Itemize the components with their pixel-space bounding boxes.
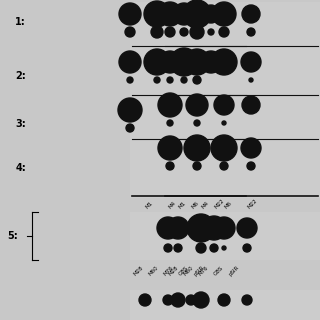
Circle shape [241,138,261,158]
Circle shape [194,120,200,126]
Text: 5:: 5: [7,231,18,241]
Bar [163,2,320,198]
Circle shape [212,2,236,26]
Circle shape [184,135,210,161]
Text: M60: M60 [183,265,195,277]
Text: pSIR: pSIR [228,265,240,277]
Circle shape [222,246,226,250]
Circle shape [180,28,188,36]
Text: M4: M4 [201,201,210,210]
Circle shape [210,244,218,252]
Circle shape [158,93,182,117]
Circle shape [139,294,151,306]
Text: M22: M22 [214,198,226,210]
Circle shape [242,5,260,23]
Bar [130,290,248,320]
Circle shape [193,292,209,308]
Circle shape [193,76,201,84]
Circle shape [196,243,206,253]
Circle shape [241,52,261,72]
Circle shape [167,217,189,239]
Circle shape [190,25,204,39]
Circle shape [164,244,172,252]
Bar [130,2,248,198]
Text: M6: M6 [224,201,233,210]
Circle shape [242,96,260,114]
Text: M76: M76 [198,265,210,277]
Text: M28: M28 [133,265,145,277]
Text: M22: M22 [247,198,259,210]
Text: 1:: 1: [15,17,26,27]
Text: 3:: 3: [15,119,26,129]
Circle shape [214,95,234,115]
Text: M28: M28 [168,265,180,277]
Circle shape [127,77,133,83]
Circle shape [119,3,141,25]
Circle shape [237,218,257,238]
Text: pSIR: pSIR [193,265,205,277]
Circle shape [158,2,182,26]
Circle shape [187,214,215,242]
Text: 4:: 4: [15,163,26,173]
Circle shape [159,51,181,73]
Bar [130,212,248,260]
Circle shape [220,162,228,170]
Circle shape [165,27,175,37]
Text: 2:: 2: [15,71,26,81]
Circle shape [186,295,196,305]
Circle shape [154,77,160,83]
Text: GBS: GBS [178,265,189,276]
Circle shape [126,124,134,132]
Circle shape [213,217,235,239]
Circle shape [158,136,182,160]
Circle shape [119,51,141,73]
Bar [163,290,320,320]
Circle shape [163,295,173,305]
Text: GBS: GBS [213,265,225,276]
Circle shape [202,5,220,23]
Circle shape [166,162,174,170]
Text: M6: M6 [191,201,200,210]
Circle shape [118,98,142,122]
Text: M4: M4 [168,201,177,210]
Circle shape [208,29,214,35]
Circle shape [174,244,182,252]
Bar [163,212,320,260]
Circle shape [249,78,253,82]
Circle shape [202,216,226,240]
Circle shape [167,77,173,83]
Circle shape [144,49,170,75]
Text: M60: M60 [148,265,160,277]
Circle shape [144,1,170,27]
Circle shape [200,51,222,73]
Circle shape [125,27,135,37]
Circle shape [186,94,208,116]
Circle shape [242,295,252,305]
Circle shape [181,77,187,83]
Circle shape [171,293,185,307]
Text: M1: M1 [178,201,187,210]
Circle shape [247,28,255,36]
Circle shape [211,49,237,75]
Circle shape [193,162,201,170]
Circle shape [173,3,195,25]
Text: M76: M76 [163,265,175,277]
Text: M1: M1 [145,201,154,210]
Circle shape [167,120,173,126]
Circle shape [247,162,255,170]
Circle shape [184,49,210,75]
Circle shape [219,27,229,37]
Circle shape [222,121,226,125]
Circle shape [151,26,163,38]
Circle shape [243,244,251,252]
Circle shape [170,48,198,76]
Circle shape [157,217,179,239]
Circle shape [211,135,237,161]
Circle shape [183,0,211,28]
Circle shape [218,294,230,306]
